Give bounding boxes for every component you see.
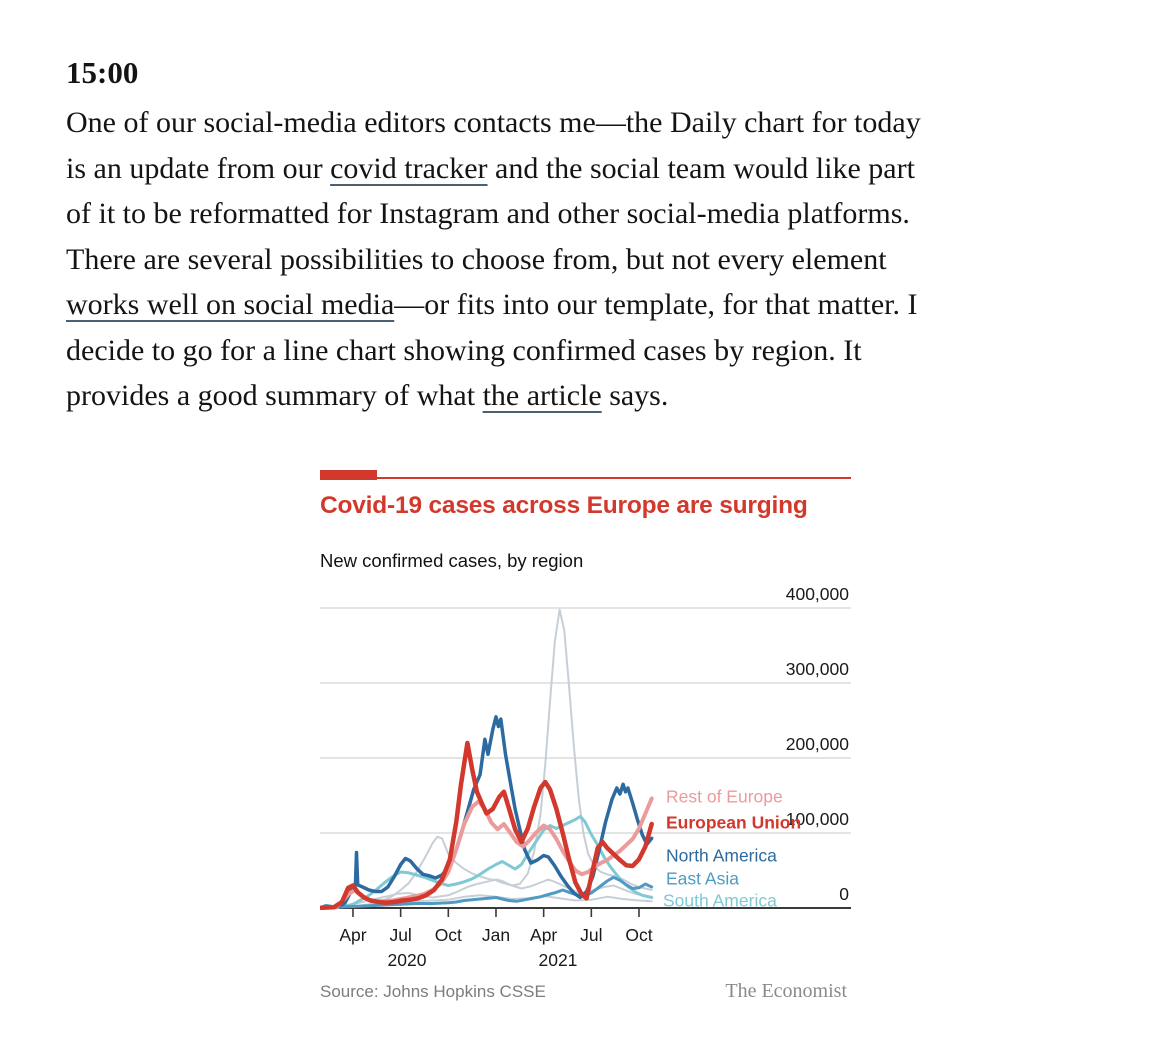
- y-axis-label: 200,000: [786, 734, 850, 754]
- legend-east-asia: East Asia: [666, 868, 739, 889]
- x-axis-label: Oct: [625, 925, 652, 945]
- paragraph-text: One of our social-media editors contacts…: [66, 106, 921, 139]
- chart-plot: 0 100,000 200,000 300,000 400,000 Apr Jul Oct Ja…: [320, 584, 851, 970]
- covid-chart: Covid-19 cases across Europe are surging…: [320, 468, 851, 1013]
- legend-european-union: European Union: [666, 812, 802, 833]
- x-axis-label: Jul: [389, 925, 411, 945]
- chart-footer: Source: Johns Hopkins CSSE The Economist: [320, 980, 851, 1006]
- legend-rest-of-europe: Rest of Europe: [666, 786, 783, 807]
- series-line-european-union: [320, 740, 654, 911]
- paragraph-text: of it to be reformatted for Instagram an…: [66, 197, 910, 230]
- paragraph-text: says.: [601, 379, 669, 412]
- inline-link[interactable]: covid tracker: [330, 151, 488, 185]
- chart-plot-area: 0 100,000 200,000 300,000 400,000 Apr Jul Oct Ja…: [320, 578, 851, 988]
- y-axis-label: 400,000: [786, 584, 850, 604]
- accent-bar: [320, 470, 377, 480]
- series-line-other-region-2: [320, 878, 653, 909]
- series-line-east-asia: [320, 875, 654, 909]
- economist-brand: The Economist: [725, 980, 847, 1002]
- inline-link[interactable]: works well on social media: [66, 288, 395, 321]
- accent-rule: [320, 477, 851, 479]
- paragraph-text: decide to go for a line chart showing co…: [66, 333, 862, 367]
- legend-north-america: North America: [666, 845, 777, 866]
- paragraph-text: provides a good summary of what: [66, 379, 483, 412]
- article-paragraph: One of our social-media editors contacts…: [66, 100, 1126, 419]
- x-axis-label: Jan: [482, 925, 510, 945]
- timestamp-heading: 15:00: [66, 55, 139, 90]
- year-label: 2020: [388, 950, 427, 970]
- x-axis-label: Apr: [339, 925, 366, 945]
- chart-source: Source: Johns Hopkins CSSE: [320, 982, 546, 1001]
- x-axis-label: Oct: [435, 925, 462, 945]
- y-axis-label: 0: [839, 884, 849, 904]
- paragraph-text: and the social team would like part: [487, 151, 915, 185]
- y-axis-label: 100,000: [786, 809, 850, 829]
- x-axis-label: Jul: [580, 925, 602, 945]
- chart-subtitle: New confirmed cases, by region: [320, 550, 584, 571]
- series-line-north-america: [320, 715, 654, 910]
- paragraph-text: There are several possibilities to choos…: [66, 242, 887, 276]
- paragraph-text: is an update from our: [66, 151, 331, 185]
- chart-title: Covid-19 cases across Europe are surging: [320, 492, 808, 519]
- legend-south-america: South America: [663, 890, 777, 911]
- x-axis-label: Apr: [530, 925, 557, 945]
- year-label: 2021: [538, 950, 577, 970]
- paragraph-text: —or fits into our template, for that mat…: [394, 288, 918, 321]
- y-axis-label: 300,000: [786, 659, 850, 679]
- inline-link[interactable]: the article: [482, 379, 602, 412]
